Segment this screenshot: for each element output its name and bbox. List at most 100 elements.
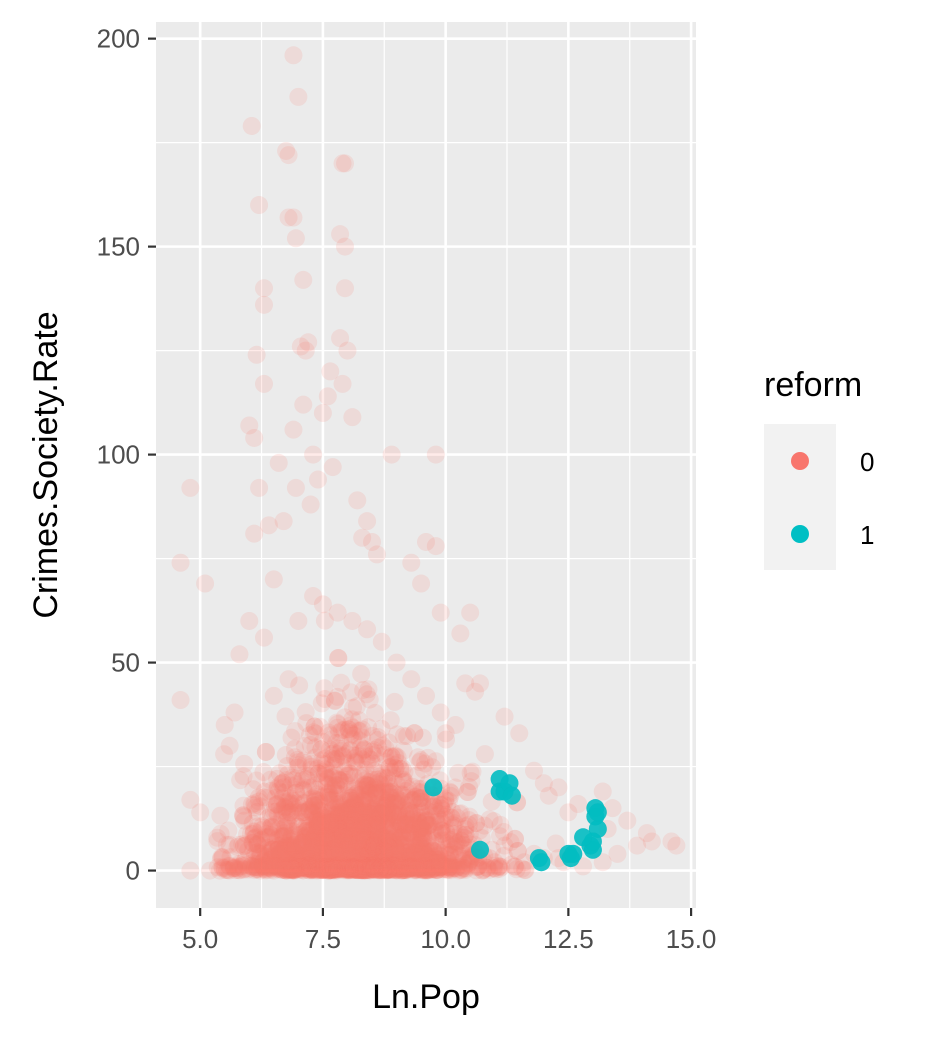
- scatter-point-reform-0: [310, 860, 329, 879]
- scatter-point-reform-0: [230, 857, 249, 876]
- scatter-point-reform-0: [318, 769, 337, 788]
- scatter-point-reform-0: [283, 768, 302, 787]
- scatter-point-reform-0: [421, 803, 440, 822]
- scatter-point-reform-0: [313, 840, 332, 859]
- scatter-point-reform-0: [267, 856, 286, 875]
- scatter-point-reform-0: [432, 818, 451, 837]
- scatter-point-reform-0: [403, 791, 422, 810]
- scatter-point-reform-0: [322, 860, 341, 879]
- scatter-point-reform-0: [379, 841, 398, 860]
- scatter-point-reform-0: [361, 851, 380, 870]
- scatter-point-reform-0: [274, 512, 293, 531]
- scatter-point-reform-0: [213, 848, 232, 867]
- scatter-point-reform-0: [265, 858, 284, 877]
- scatter-point-reform-0: [261, 781, 280, 800]
- scatter-point-reform-0: [305, 858, 324, 877]
- scatter-point-reform-0: [351, 858, 370, 877]
- scatter-point-reform-0: [367, 815, 386, 834]
- scatter-point-reform-0: [341, 845, 360, 864]
- scatter-point-reform-0: [171, 553, 190, 572]
- scatter-point-reform-0: [275, 793, 294, 812]
- scatter-point-reform-0: [490, 857, 509, 876]
- scatter-point-reform-0: [334, 856, 353, 875]
- scatter-point-reform-0: [255, 858, 274, 877]
- scatter-point-reform-0: [238, 825, 257, 844]
- scatter-point-reform-0: [355, 814, 374, 833]
- scatter-point-reform-0: [248, 842, 267, 861]
- scatter-point-reform-0: [457, 850, 476, 869]
- scatter-point-reform-0: [340, 859, 359, 878]
- scatter-point-reform-0: [262, 855, 281, 874]
- scatter-point-reform-0: [268, 859, 287, 878]
- scatter-point-reform-0: [344, 819, 363, 838]
- scatter-point-reform-0: [432, 821, 451, 840]
- scatter-point-reform-0: [379, 832, 398, 851]
- scatter-point-reform-0: [355, 859, 374, 878]
- scatter-point-reform-0: [285, 860, 304, 879]
- scatter-point-reform-0: [255, 857, 274, 876]
- scatter-point-reform-0: [304, 445, 323, 464]
- scatter-point-reform-0: [355, 837, 374, 856]
- scatter-point-reform-0: [378, 768, 397, 787]
- scatter-point-reform-0: [462, 772, 481, 791]
- scatter-point-reform-0: [390, 856, 409, 875]
- y-tick-label: 50: [111, 648, 140, 678]
- scatter-point-reform-0: [325, 860, 344, 879]
- scatter-point-reform-0: [308, 821, 327, 840]
- scatter-point-reform-0: [328, 856, 347, 875]
- scatter-point-reform-0: [316, 860, 335, 879]
- scatter-point-reform-0: [331, 820, 350, 839]
- scatter-point-reform-0: [226, 861, 245, 880]
- scatter-point-reform-0: [212, 848, 231, 867]
- scatter-point-reform-0: [360, 749, 379, 768]
- scatter-point-reform-0: [373, 839, 392, 858]
- scatter-point-reform-0: [351, 833, 370, 852]
- scatter-point-reform-0: [315, 829, 334, 848]
- scatter-point-reform-0: [318, 858, 337, 877]
- scatter-point-reform-0: [372, 858, 391, 877]
- scatter-point-reform-0: [305, 717, 324, 736]
- scatter-point-reform-0: [312, 740, 331, 759]
- scatter-point-reform-0: [345, 859, 364, 878]
- scatter-point-reform-0: [286, 478, 305, 497]
- scatter-point-reform-0: [287, 855, 306, 874]
- scatter-point-reform-0: [289, 838, 308, 857]
- scatter-point-reform-0: [330, 845, 349, 864]
- scatter-point-reform-0: [301, 826, 320, 845]
- scatter-point-reform-0: [345, 858, 364, 877]
- scatter-point-reform-0: [402, 858, 421, 877]
- scatter-point-reform-0: [332, 851, 351, 870]
- scatter-point-reform-0: [289, 611, 308, 630]
- scatter-point-reform-0: [505, 857, 524, 876]
- scatter-point-reform-0: [326, 860, 345, 879]
- scatter-point-reform-0: [313, 751, 332, 770]
- scatter-point-reform-0: [388, 859, 407, 878]
- scatter-point-reform-0: [467, 861, 486, 880]
- scatter-point-reform-0: [279, 857, 298, 876]
- scatter-point-reform-0: [380, 810, 399, 829]
- scatter-point-reform-0: [270, 843, 289, 862]
- scatter-point-reform-0: [484, 812, 503, 831]
- scatter-point-reform-0: [334, 835, 353, 854]
- scatter-point-reform-0: [356, 861, 375, 880]
- scatter-point-reform-0: [360, 772, 379, 791]
- scatter-point-reform-0: [353, 861, 372, 880]
- scatter-point-reform-0: [411, 842, 430, 861]
- scatter-point-reform-0: [284, 861, 303, 880]
- scatter-point-reform-0: [235, 851, 254, 870]
- scatter-point-reform-0: [326, 795, 345, 814]
- scatter-point-reform-0: [374, 860, 393, 879]
- scatter-point-reform-0: [355, 822, 374, 841]
- scatter-point-reform-0: [254, 852, 273, 871]
- scatter-point-reform-1: [564, 844, 583, 863]
- scatter-point-reform-0: [354, 857, 373, 876]
- scatter-point-reform-0: [397, 847, 416, 866]
- scatter-point-reform-0: [290, 801, 309, 820]
- scatter-point-reform-0: [391, 759, 410, 778]
- scatter-point-reform-0: [420, 848, 439, 867]
- scatter-point-reform-0: [401, 858, 420, 877]
- scatter-point-reform-0: [332, 811, 351, 830]
- scatter-point-reform-0: [311, 826, 330, 845]
- scatter-point-reform-0: [396, 782, 415, 801]
- scatter-point-reform-0: [242, 795, 261, 814]
